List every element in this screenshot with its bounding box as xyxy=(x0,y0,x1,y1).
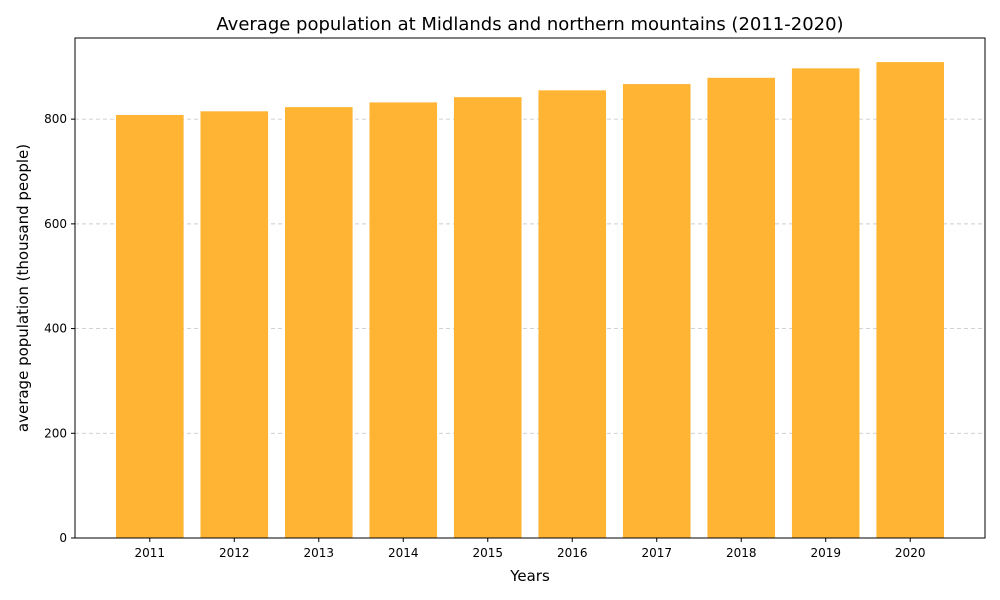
plot-frame xyxy=(74,37,986,539)
x-tick-label: 2018 xyxy=(726,546,757,560)
bars xyxy=(116,62,944,539)
x-tick-label: 2011 xyxy=(135,546,166,560)
bar-2016 xyxy=(538,90,607,538)
x-tick-label: 2013 xyxy=(304,546,335,560)
x-axis-ticks: 2011 2012 2013 2014 2015 2016 2017 2018 2019 2020 xyxy=(135,538,926,560)
x-tick-label: 2015 xyxy=(472,546,503,560)
chart-title: Average population at Midlands and north… xyxy=(216,14,843,35)
x-tick-label: 2017 xyxy=(641,546,672,560)
x-axis-label: Years xyxy=(509,567,550,585)
x-tick-label: 2019 xyxy=(810,546,841,560)
x-tick-label: 2014 xyxy=(388,546,419,560)
y-axis-label: average population (thousand people) xyxy=(14,144,32,432)
y-axis-ticks: 0 200 400 600 800 xyxy=(44,112,75,545)
y-tick-label: 800 xyxy=(44,112,67,126)
bar-2015 xyxy=(453,97,522,539)
bar-2017 xyxy=(622,84,691,538)
x-tick-label: 2020 xyxy=(895,546,926,560)
x-tick-label: 2016 xyxy=(557,546,588,560)
bar-2014 xyxy=(369,102,438,539)
bar-2013 xyxy=(284,107,353,538)
bar-2019 xyxy=(791,68,860,539)
bar-2012 xyxy=(200,111,269,538)
x-tick-label: 2012 xyxy=(219,546,250,560)
bar-2011 xyxy=(116,114,184,538)
y-tick-label: 400 xyxy=(44,322,67,336)
y-tick-label: 600 xyxy=(44,217,67,231)
y-tick-label: 0 xyxy=(59,531,67,545)
bar-2020 xyxy=(876,62,944,538)
y-tick-label: 200 xyxy=(44,426,67,440)
bar-2018 xyxy=(707,77,776,538)
